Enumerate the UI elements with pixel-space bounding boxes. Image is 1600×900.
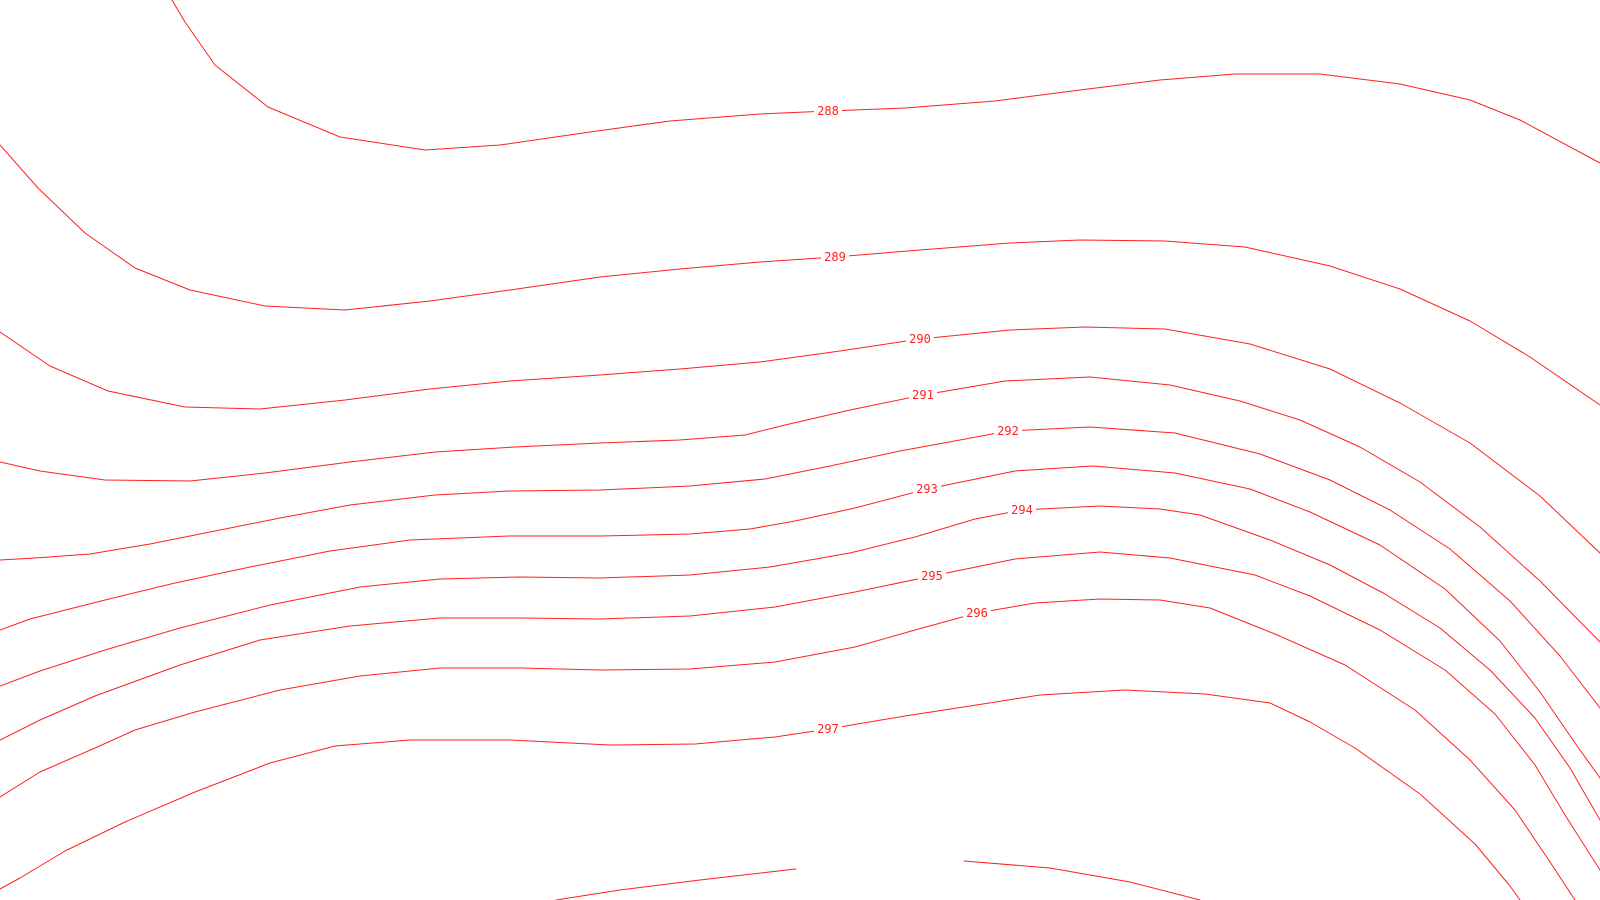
contour-label-296: 296 — [966, 606, 988, 620]
contour-label-background — [1008, 503, 1036, 517]
contour-label-background — [906, 332, 934, 346]
contour-label-292: 292 — [997, 424, 1019, 438]
contour-label-background — [963, 606, 991, 620]
contour-line-298 — [555, 868, 797, 900]
contour-line-290 — [0, 326, 1600, 554]
contour-line-294 — [0, 505, 1600, 821]
contour-label-293: 293 — [916, 482, 938, 496]
contour-label-background — [913, 482, 941, 496]
contour-label-295: 295 — [921, 569, 943, 583]
contour-label-background — [994, 424, 1022, 438]
contour-line-293 — [0, 465, 1600, 779]
contour-line-298 — [963, 860, 1201, 900]
contour-label-289: 289 — [824, 250, 846, 264]
contour-label-background — [909, 388, 937, 402]
contour-labels: 288 289 290 291 292 293 294 295 296 297 — [814, 104, 1036, 736]
contour-line-295 — [0, 551, 1600, 871]
contour-label-291: 291 — [912, 388, 934, 402]
contour-label-background — [821, 250, 849, 264]
contour-label-background — [814, 722, 842, 736]
contour-label-297: 297 — [817, 722, 839, 736]
contour-line-296 — [0, 598, 1576, 900]
contour-label-290: 290 — [909, 332, 931, 346]
contour-label-288: 288 — [817, 104, 839, 118]
contour-label-background — [918, 569, 946, 583]
contour-label-background — [814, 104, 842, 118]
contour-line-289 — [0, 144, 1600, 406]
contour-label-294: 294 — [1011, 503, 1033, 517]
contour-line-292 — [0, 426, 1600, 709]
contour-line-291 — [0, 376, 1600, 643]
